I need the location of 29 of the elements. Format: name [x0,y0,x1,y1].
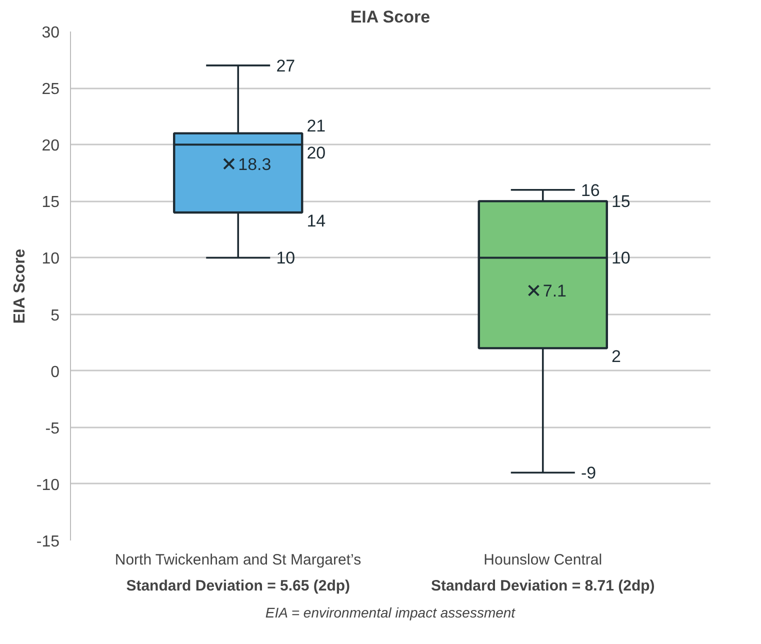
y-tick-label: -15 [36,534,60,550]
text: EIA = environmental impact assessment [265,604,516,620]
annotation: 27 [276,56,296,76]
chart-title: EIA Score [350,8,430,26]
annotation: 16 [580,180,600,200]
y-axis-title: EIA Score [11,248,28,324]
annotation: 10 [276,248,296,268]
annotation: 20 [306,144,326,163]
y-tick-label: 25 [42,81,60,98]
y-tick-label: -5 [45,420,60,438]
annotation: 15 [611,192,630,212]
annotation: 7.1 [542,282,567,301]
annotation: 10 [611,248,630,268]
y-tick-label: 30 [42,24,60,42]
y-tick-label: 20 [42,138,60,155]
annotation: 14 [306,211,326,230]
y-tick-label: 15 [42,194,60,212]
y-tick-label: -10 [36,476,60,494]
annotation: 18.3 [238,154,272,174]
annotation: 2 [611,347,621,366]
y-tick-label: 5 [50,307,60,324]
text: Standard Deviation = 5.65 (2dp) [126,578,350,594]
annotation: 21 [306,116,326,136]
x-tick-label: North Twickenham and St Margaret’s [114,552,362,568]
y-tick-label: 0 [50,364,60,381]
x-tick-label: Hounslow Central [484,552,602,568]
annotation: -9 [580,464,596,483]
text: Standard Deviation = 8.71 (2dp) [430,578,655,594]
y-tick-label: 10 [42,250,60,268]
